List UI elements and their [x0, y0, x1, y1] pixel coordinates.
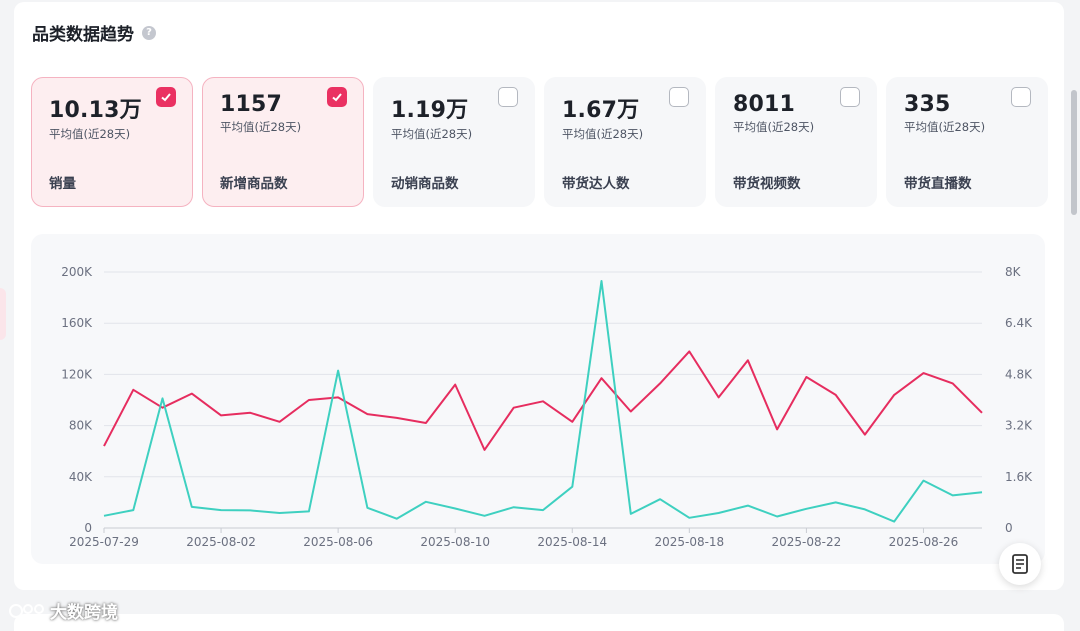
- series-line-sales: [103, 350, 983, 451]
- left-axis-tick: 160K: [61, 316, 93, 330]
- left-axis-tick: 80K: [69, 419, 93, 433]
- panel-header: 品类数据趋势 ?: [32, 20, 156, 45]
- metric-value: 1157: [220, 92, 283, 117]
- next-section-edge: [14, 614, 1064, 631]
- trend-chart: 0 0 40K 1.6K 80K 3.2K 120K 4.8K 160K 6.4K 200K 8K 20…: [31, 234, 1045, 564]
- check-icon: [332, 93, 342, 102]
- metric-value: 335: [904, 92, 951, 117]
- metric-subtitle: 平均值(近28天): [391, 127, 473, 141]
- metric-card-new-products[interactable]: 1157 平均值(近28天) 新增商品数: [202, 77, 364, 207]
- x-axis-tick: 2025-08-14: [537, 535, 607, 549]
- metric-label: 新增商品数: [220, 176, 288, 192]
- left-axis-tick: 0: [84, 521, 92, 535]
- x-axis-tick: 2025-07-29: [69, 535, 139, 549]
- left-axis-tick: 200K: [61, 265, 93, 279]
- metric-value: 8011: [733, 92, 796, 117]
- right-axis-tick: 4.8K: [1005, 367, 1033, 381]
- trend-chart-svg: 0 0 40K 1.6K 80K 3.2K 120K 4.8K 160K 6.4K 200K 8K 20…: [61, 265, 1033, 549]
- left-axis-tick: 40K: [69, 470, 93, 484]
- metric-label: 带货直播数: [904, 176, 972, 192]
- check-icon: [161, 93, 171, 102]
- right-axis-tick: 8K: [1005, 265, 1022, 279]
- metric-subtitle: 平均值(近28天): [220, 120, 302, 134]
- brand-watermark: 大数跨境: [8, 598, 118, 623]
- series-line-new-products: [103, 280, 983, 523]
- x-axis-tick: 2025-08-06: [303, 535, 373, 549]
- checkbox[interactable]: [498, 87, 518, 107]
- metric-label: 带货达人数: [562, 176, 630, 192]
- metric-subtitle: 平均值(近28天): [49, 127, 131, 141]
- metric-subtitle: 平均值(近28天): [733, 120, 815, 134]
- side-drawer-tab[interactable]: [0, 288, 6, 340]
- metric-card-sales[interactable]: 10.13万平均值(近28天) 销量: [31, 77, 193, 207]
- checkbox-checked[interactable]: [327, 87, 347, 107]
- metric-value: 1.67万: [562, 98, 640, 123]
- x-axis-tick: 2025-08-22: [772, 535, 842, 549]
- metric-card-livestreams[interactable]: 335 平均值(近28天) 带货直播数: [886, 77, 1048, 207]
- category-trend-panel: 品类数据趋势 ? 10.13万平均值(近28天) 销量 1157 平均值(近28天) 新…: [14, 2, 1064, 590]
- left-axis-tick: 120K: [61, 367, 93, 381]
- metric-card-creators[interactable]: 1.67万平均值(近28天) 带货达人数: [544, 77, 706, 207]
- x-axis-tick: 2025-08-18: [654, 535, 724, 549]
- metric-value: 10.13万: [49, 98, 142, 123]
- checkbox-checked[interactable]: [156, 87, 176, 107]
- right-axis-tick: 3.2K: [1005, 419, 1033, 433]
- checkbox[interactable]: [1011, 87, 1031, 107]
- right-axis-tick: 6.4K: [1005, 316, 1033, 330]
- metric-card-videos[interactable]: 8011 平均值(近28天) 带货视频数: [715, 77, 877, 207]
- checkbox[interactable]: [669, 87, 689, 107]
- right-axis-tick: 1.6K: [1005, 470, 1033, 484]
- x-axis-tick: 2025-08-02: [186, 535, 256, 549]
- x-axis-tick: 2025-08-26: [889, 535, 959, 549]
- brand-logo-icon: [9, 603, 44, 618]
- metric-label: 销量: [49, 176, 76, 192]
- right-axis-tick: 0: [1005, 521, 1013, 535]
- report-button[interactable]: [999, 543, 1041, 585]
- metric-card-active-products[interactable]: 1.19万平均值(近28天) 动销商品数: [373, 77, 535, 207]
- metric-subtitle: 平均值(近28天): [904, 120, 986, 134]
- metric-label: 动销商品数: [391, 176, 459, 192]
- metric-cards: 10.13万平均值(近28天) 销量 1157 平均值(近28天) 新增商品数 1.19万…: [31, 77, 1048, 207]
- page-scrollbar[interactable]: [1071, 90, 1077, 215]
- question-icon[interactable]: ?: [142, 25, 156, 40]
- metric-subtitle: 平均值(近28天): [562, 127, 644, 141]
- document-icon: [1012, 554, 1028, 574]
- checkbox[interactable]: [840, 87, 860, 107]
- panel-title: 品类数据趋势: [32, 25, 134, 45]
- brand-text: 大数跨境: [50, 603, 118, 623]
- metric-value: 1.19万: [391, 98, 469, 123]
- metric-label: 带货视频数: [733, 176, 801, 192]
- x-axis-tick: 2025-08-10: [420, 535, 490, 549]
